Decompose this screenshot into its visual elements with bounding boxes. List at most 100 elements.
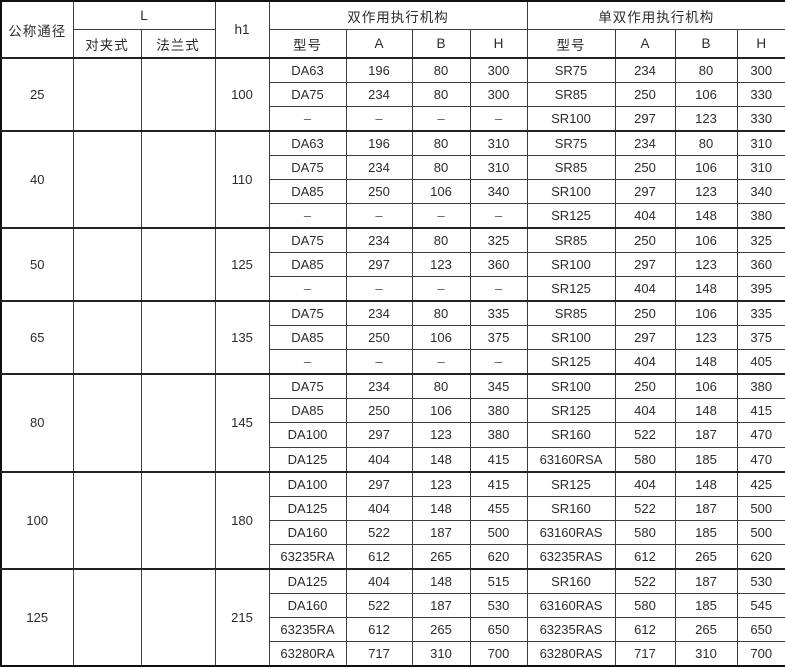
dim-b-cell: 187 — [674, 495, 738, 521]
header-model-single: 型号 — [526, 29, 616, 59]
dim-a-cell: 522 — [614, 567, 676, 594]
table-row: DA85 297 123 360 SR100 297 123 360 — [1, 252, 785, 278]
table-row: DA85 250 106 340 SR100 297 123 340 — [1, 179, 785, 205]
dim-b-cell: 185 — [674, 592, 738, 618]
nominal-diameter-cell: 50 — [0, 227, 74, 302]
dim-h-cell: 500 — [736, 519, 785, 545]
model-cell: SR125 — [526, 470, 616, 497]
dim-b-cell: 80 — [411, 373, 471, 400]
table-row: DA125 404 148 455 SR160 522 187 500 — [1, 495, 785, 521]
table-row: DA85 250 106 380 SR125 404 148 415 — [1, 398, 785, 424]
dim-h-cell: 340 — [736, 179, 785, 205]
header-b-double: B — [411, 29, 471, 59]
dim-b-cell: 80 — [674, 130, 738, 157]
model-cell: DA100 — [268, 470, 347, 497]
dim-a-cell: 717 — [345, 640, 413, 667]
flange-cell — [140, 470, 216, 570]
dim-h-cell: 335 — [469, 300, 528, 327]
model-cell: DA75 — [268, 82, 347, 108]
dim-b-cell: 123 — [674, 252, 738, 278]
dim-b-cell: 187 — [674, 422, 738, 448]
dim-a-cell: 297 — [614, 106, 676, 132]
header-single-double-acting-actuator: 单双作用执行机构 — [526, 0, 785, 30]
h1-cell: 215 — [214, 567, 270, 667]
dim-b-cell: 80 — [674, 57, 738, 84]
dim-h-cell: 700 — [736, 640, 785, 667]
dim-a-cell: – — [345, 203, 413, 229]
dim-h-cell: 700 — [469, 640, 528, 667]
dim-h-cell: 375 — [469, 325, 528, 351]
dim-b-cell: 106 — [411, 398, 471, 424]
dim-b-cell: 310 — [411, 640, 471, 667]
dim-a-cell: – — [345, 349, 413, 375]
dim-b-cell: 123 — [411, 470, 471, 497]
model-cell: SR100 — [526, 325, 616, 351]
dim-h-cell: 425 — [736, 470, 785, 497]
dim-a-cell: 196 — [345, 57, 413, 84]
model-cell: 63160RAS — [526, 592, 616, 618]
dim-b-cell: 80 — [411, 227, 471, 254]
model-cell: – — [268, 106, 347, 132]
dim-b-cell: 106 — [674, 373, 738, 400]
dim-b-cell: 80 — [411, 155, 471, 181]
dim-a-cell: 612 — [345, 543, 413, 570]
dim-b-cell: 123 — [674, 179, 738, 205]
nominal-diameter-cell: 25 — [0, 56, 74, 132]
dim-h-cell: 500 — [736, 495, 785, 521]
dim-h-cell: 455 — [469, 495, 528, 521]
header-a-single: A — [614, 29, 676, 59]
dim-b-cell: 106 — [674, 300, 738, 327]
model-cell: SR85 — [526, 155, 616, 181]
model-cell: 63160RSA — [526, 446, 616, 473]
dim-h-cell: 345 — [469, 373, 528, 400]
table-row: – – – – SR100 297 123 330 — [1, 106, 785, 132]
model-cell: 63235RAS — [526, 543, 616, 570]
dim-h-cell: – — [469, 276, 528, 302]
dim-h-cell: – — [469, 106, 528, 132]
dim-h-cell: 360 — [736, 252, 785, 278]
model-cell: SR85 — [526, 227, 616, 254]
dim-b-cell: 80 — [411, 130, 471, 157]
model-cell: SR160 — [526, 422, 616, 448]
model-cell: SR125 — [526, 349, 616, 375]
table-row: 125 215 DA125 404 148 515 SR160 522 187 530 — [0, 567, 785, 667]
dim-b-cell: 148 — [674, 398, 738, 424]
flange-cell — [140, 567, 216, 667]
dim-b-cell: – — [411, 349, 471, 375]
dim-a-cell: 404 — [345, 495, 413, 521]
dim-a-cell: 522 — [614, 495, 676, 521]
dim-a-cell: 250 — [345, 325, 413, 351]
model-cell: – — [268, 276, 347, 302]
nominal-diameter-cell: 40 — [0, 130, 74, 229]
dim-a-cell: 234 — [345, 227, 413, 254]
dim-a-cell: 297 — [345, 252, 413, 278]
dim-a-cell: 234 — [345, 373, 413, 400]
header-model-double: 型号 — [268, 29, 347, 59]
model-cell: SR85 — [526, 82, 616, 108]
model-cell: DA160 — [268, 592, 347, 618]
dim-h-cell: 650 — [736, 616, 785, 642]
dim-a-cell: 250 — [345, 398, 413, 424]
dim-h-cell: 375 — [736, 325, 785, 351]
dim-b-cell: 80 — [411, 300, 471, 327]
dim-h-cell: 650 — [469, 616, 528, 642]
table-row: DA160 522 187 500 63160RAS 580 185 500 — [1, 519, 785, 545]
dim-h-cell: 620 — [736, 543, 785, 570]
dim-h-cell: 545 — [736, 592, 785, 618]
dim-b-cell: 106 — [674, 155, 738, 181]
dim-a-cell: 404 — [614, 398, 676, 424]
dim-h-cell: 530 — [736, 567, 785, 594]
table-row: DA75 234 80 300 SR85 250 106 330 — [1, 82, 785, 108]
dim-b-cell: 148 — [674, 349, 738, 375]
dim-b-cell: 148 — [411, 446, 471, 473]
header-L: L — [72, 0, 216, 30]
dim-h-cell: 415 — [736, 398, 785, 424]
model-cell: SR75 — [526, 57, 616, 84]
dim-a-cell: 250 — [614, 373, 676, 400]
dim-h-cell: 380 — [736, 373, 785, 400]
dim-h-cell: – — [469, 349, 528, 375]
dim-a-cell: 522 — [345, 519, 413, 545]
dim-h-cell: 325 — [469, 227, 528, 254]
dim-b-cell: 106 — [674, 82, 738, 108]
dim-h-cell: 310 — [736, 130, 785, 157]
